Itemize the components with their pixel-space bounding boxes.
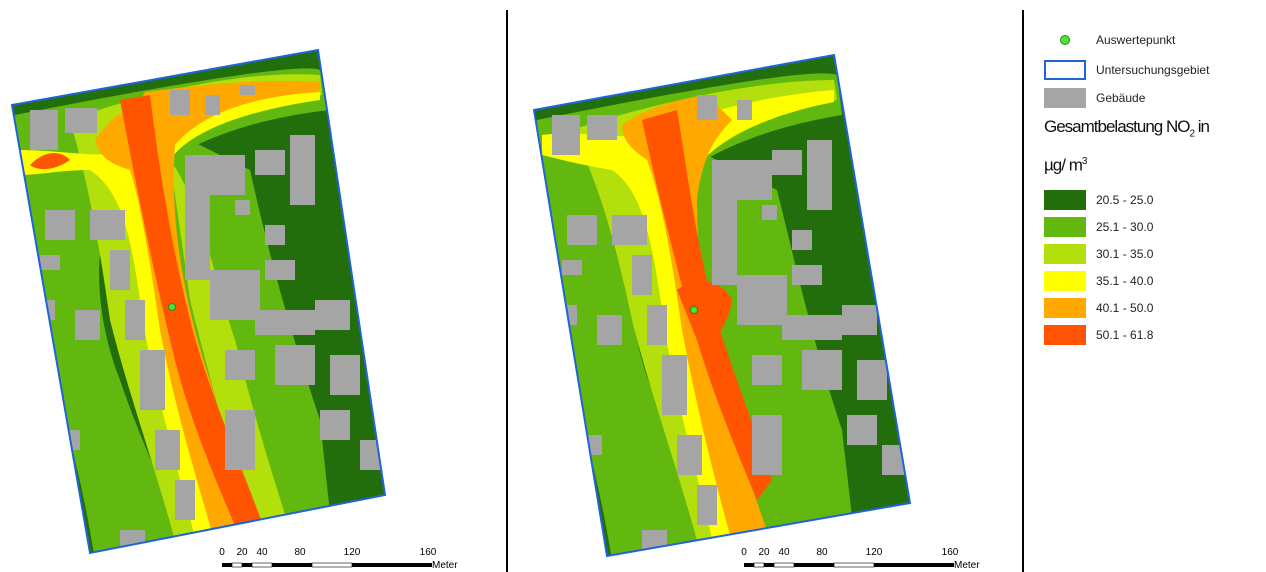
scale-tick-120: 120: [866, 547, 883, 558]
panel-divider-1: [506, 10, 508, 572]
evaluation-point-left: [168, 303, 176, 311]
class-label: 50.1 - 61.8: [1096, 328, 1154, 342]
legend-class-row: 40.1 - 50.0: [1044, 298, 1153, 318]
legend-building-row: Gebäude: [1044, 88, 1145, 108]
scale-tick-40: 40: [256, 547, 268, 558]
legend-class-row: 35.1 - 40.0: [1044, 271, 1153, 291]
class-swatch: [1044, 217, 1086, 237]
map-content-left: [12, 50, 385, 553]
scale-tick-40: 40: [778, 547, 790, 558]
scale-unit: Meter: [954, 560, 980, 571]
scale-unit: Meter: [432, 560, 458, 571]
scale-tick-120: 120: [344, 547, 361, 558]
study-area-swatch: [1044, 60, 1086, 80]
legend-title: Gesamtbelastung NO2 in µg/ m3: [1044, 117, 1210, 176]
study-area-boundary-left: [10, 48, 387, 555]
legend-class-row: 25.1 - 30.0: [1044, 217, 1153, 237]
class-label: 20.5 - 25.0: [1096, 193, 1154, 207]
map-panel-left: 0 20 40 80 120 160 Meter: [0, 0, 506, 572]
legend-class-row: 30.1 - 35.0: [1044, 244, 1153, 264]
scale-tick-160: 160: [420, 547, 437, 558]
point-icon: [1044, 34, 1086, 46]
legend-point-row: Auswertepunkt: [1044, 30, 1175, 50]
legend-class-row: 50.1 - 61.8: [1044, 325, 1153, 345]
building-swatch: [1044, 88, 1086, 108]
legend-building-label: Gebäude: [1096, 91, 1146, 105]
map-panel-right: 0 20 40 80 120 160 Meter: [512, 0, 1022, 572]
map-legend: Auswertepunkt Untersuchungsgebiet Gebäud…: [1030, 0, 1266, 572]
scale-tick-0: 0: [741, 547, 747, 558]
pollution-map-left: 0 20 40 80 120 160 Meter: [10, 48, 458, 571]
class-swatch: [1044, 244, 1086, 264]
scale-bar-right: 0 20 40 80 120 160 Meter: [741, 547, 980, 571]
scale-tick-20: 20: [236, 547, 248, 558]
class-label: 40.1 - 50.0: [1096, 301, 1154, 315]
class-swatch: [1044, 271, 1086, 291]
scale-bar-left: 0 20 40 80 120 160 Meter: [219, 547, 458, 571]
legend-area-label: Untersuchungsgebiet: [1096, 63, 1210, 77]
class-label: 25.1 - 30.0: [1096, 220, 1154, 234]
map-content-right: [534, 55, 910, 556]
study-area-boundary-right: [532, 53, 912, 558]
scale-tick-20: 20: [758, 547, 770, 558]
class-swatch: [1044, 325, 1086, 345]
scale-tick-80: 80: [294, 547, 306, 558]
pollution-map-right: 0 20 40 80 120 160 Meter: [532, 53, 980, 571]
scale-tick-0: 0: [219, 547, 225, 558]
scale-tick-80: 80: [816, 547, 828, 558]
evaluation-point-right: [690, 306, 698, 314]
class-swatch: [1044, 298, 1086, 318]
class-label: 35.1 - 40.0: [1096, 274, 1154, 288]
class-swatch: [1044, 190, 1086, 210]
legend-class-row: 20.5 - 25.0: [1044, 190, 1153, 210]
scale-tick-160: 160: [942, 547, 959, 558]
panel-divider-2: [1022, 10, 1024, 572]
legend-area-row: Untersuchungsgebiet: [1044, 60, 1209, 80]
class-label: 30.1 - 35.0: [1096, 247, 1154, 261]
legend-point-label: Auswertepunkt: [1096, 33, 1176, 47]
